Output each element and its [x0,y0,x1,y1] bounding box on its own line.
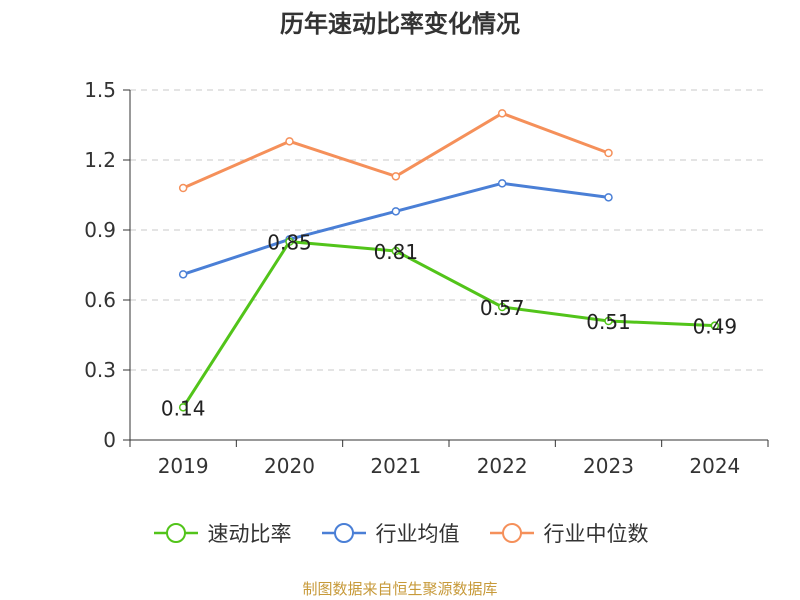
x-tick-label: 2022 [477,454,528,478]
series-line-0 [181,240,715,409]
y-tick-label: 0 [103,428,116,452]
data-point [178,270,188,279]
data-point [604,148,613,158]
y-tick-label: 0.3 [84,358,116,382]
data-point [604,316,613,326]
data-point [391,207,401,216]
x-tick-label: 2019 [158,454,209,478]
data-point [285,137,294,146]
x-tick-label: 2024 [689,454,740,478]
data-point [391,246,401,256]
y-tick-label: 1.5 [84,78,116,102]
legend-item[interactable]: 行业均值 [320,518,460,548]
legend-marker-icon [153,523,198,543]
x-tick-label: 2023 [583,454,634,478]
data-label: 0.14 [161,396,206,420]
data-point [604,193,613,202]
legend-label: 速动比率 [207,522,292,546]
legend-item[interactable]: 行业中位数 [488,518,649,548]
data-point [391,172,401,181]
data-label: 0.81 [374,240,419,264]
data-point [710,321,720,330]
data-point [497,179,507,188]
data-label: 0.51 [586,310,631,334]
data-point [178,183,188,193]
data-label: 0.57 [480,296,525,320]
chart-title: 历年速动比率变化情况 [280,10,520,38]
data-point [178,403,188,412]
y-tick-label: 0.6 [84,288,116,312]
legend-item[interactable]: 速动比率 [152,518,292,548]
y-tick-label: 0.9 [84,218,116,242]
x-tick-label: 2021 [370,454,421,478]
legend-label: 行业中位数 [543,522,649,546]
data-point [285,237,294,246]
legend-marker-icon [321,523,366,543]
legend-label: 行业均值 [375,522,460,546]
source-note: 制图数据来自恒生聚源数据库 [302,580,498,598]
x-tick-label: 2020 [264,454,315,478]
data-label: 0.49 [693,315,738,339]
legend-marker-icon [489,523,534,543]
legend: 速动比率 行业均值 行业中位数 [0,518,800,548]
data-point [497,302,507,312]
y-tick-label: 1.2 [84,148,116,172]
data-label: 0.85 [267,231,312,255]
data-point [497,109,507,118]
